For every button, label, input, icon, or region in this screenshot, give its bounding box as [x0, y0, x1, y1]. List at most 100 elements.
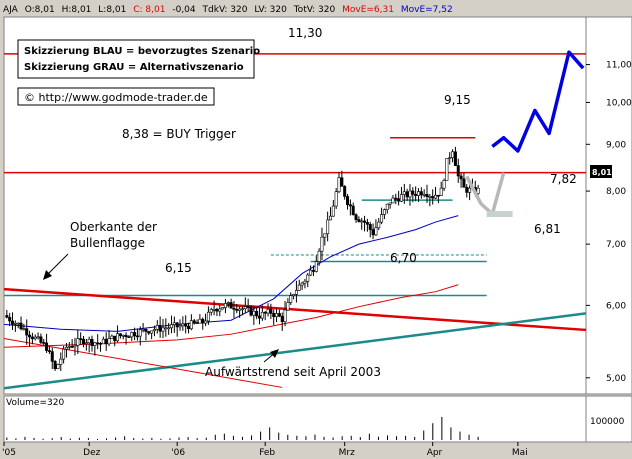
scenario-blue-line [491, 50, 585, 153]
candle-body [408, 190, 412, 198]
candle-body [141, 328, 145, 331]
x-tick-label: '06 [171, 448, 185, 458]
candle-body [50, 351, 54, 362]
candle-body [73, 345, 77, 348]
candle-body [118, 333, 122, 337]
volume-bars [6, 416, 479, 440]
candle-body [348, 204, 352, 207]
candle-body [155, 325, 159, 330]
header-close: C: 8,01 [133, 5, 165, 15]
candle-body [209, 309, 213, 313]
header-strip [0, 0, 632, 17]
candle-body [297, 284, 301, 291]
candle-body [263, 311, 267, 314]
x-axis-ticks: '05 Dez '06 Feb Mrz Apr Mai [2, 442, 528, 458]
candle-body [399, 194, 403, 202]
candle-body [275, 313, 279, 318]
candle-body [414, 193, 418, 196]
candle-body [436, 194, 440, 197]
candle-body [28, 334, 32, 338]
moving-average-0 [3, 284, 459, 348]
candle-body [67, 346, 71, 348]
candle-body [334, 191, 338, 207]
candle-body [476, 187, 480, 194]
candle-body [277, 313, 281, 317]
label-1130: 11,30 [288, 26, 322, 40]
candle-body [8, 316, 12, 322]
label-681: 6,81 [534, 222, 561, 236]
label-buy-trigger: 8,38 = BUY Trigger [122, 127, 236, 141]
y-tick-label: 5,00 [606, 374, 626, 384]
candle-body [240, 308, 244, 311]
flag-arrow-line [45, 253, 69, 277]
scenario-grey-support [486, 211, 513, 218]
candle-body [456, 165, 460, 177]
scenario-grey-line [465, 172, 506, 218]
candle-body [130, 332, 134, 338]
y-tick-label: 8,00 [606, 187, 626, 197]
candle-body [286, 302, 290, 311]
candle-body [363, 220, 367, 223]
candle-body [326, 219, 330, 235]
candle-body [36, 336, 40, 339]
candle-body [133, 332, 137, 337]
candle-body [266, 308, 270, 314]
candle-body [260, 311, 264, 319]
header-lv: LV: 320 [254, 5, 287, 15]
candle-body [402, 191, 406, 195]
candle-body [465, 186, 469, 193]
candle-body [388, 202, 392, 205]
candle-body [249, 306, 253, 316]
candle-body [468, 187, 472, 193]
candle-body [121, 334, 125, 337]
candle-body [394, 197, 398, 200]
candle-body [269, 308, 273, 314]
candle-body [371, 229, 375, 236]
candle-body [138, 329, 142, 337]
candle-body [195, 322, 199, 324]
candle-body [323, 233, 327, 238]
label-782: 7,82 [550, 172, 577, 186]
candle-body [431, 196, 435, 199]
candle-body [144, 328, 148, 332]
candle-body [411, 190, 415, 195]
candle-body [79, 338, 83, 340]
candle-body [235, 309, 239, 311]
candle-body [255, 310, 259, 317]
candle-body [226, 302, 230, 304]
candle-body [33, 336, 37, 340]
candle-body [317, 250, 321, 262]
candle-body [147, 331, 151, 334]
candle-body [252, 310, 256, 316]
candle-body [93, 342, 97, 346]
candle-body [181, 323, 185, 327]
scenario-sketches [465, 50, 585, 218]
candle-body [309, 269, 313, 276]
candle-body [351, 205, 355, 216]
last-price-label: 8,01 [592, 168, 612, 177]
candle-body [212, 309, 216, 311]
candle-body [42, 342, 46, 344]
header-symbol: AJA [3, 5, 19, 15]
label-670: 6,70 [390, 251, 417, 265]
candle-body [99, 342, 103, 345]
candle-body [272, 313, 276, 318]
candle-body [391, 197, 395, 204]
candle-body [81, 338, 85, 345]
trend-line-2 [3, 337, 283, 388]
candle-body [96, 342, 100, 345]
candle-body [229, 302, 233, 309]
candle-body [107, 338, 111, 345]
x-tick-label: Mrz [339, 448, 355, 458]
candle-body [258, 315, 262, 319]
candle-body [340, 177, 344, 187]
candle-body [45, 342, 49, 351]
volume-axis-label: 100000 [590, 417, 625, 427]
candle-body [47, 350, 51, 352]
header-move-red: MovE=6,31 [342, 5, 394, 15]
x-tick-label: Mai [512, 448, 528, 458]
label-615: 6,15 [165, 261, 192, 275]
volume-axis-area [585, 395, 632, 443]
candle-body [19, 322, 23, 330]
